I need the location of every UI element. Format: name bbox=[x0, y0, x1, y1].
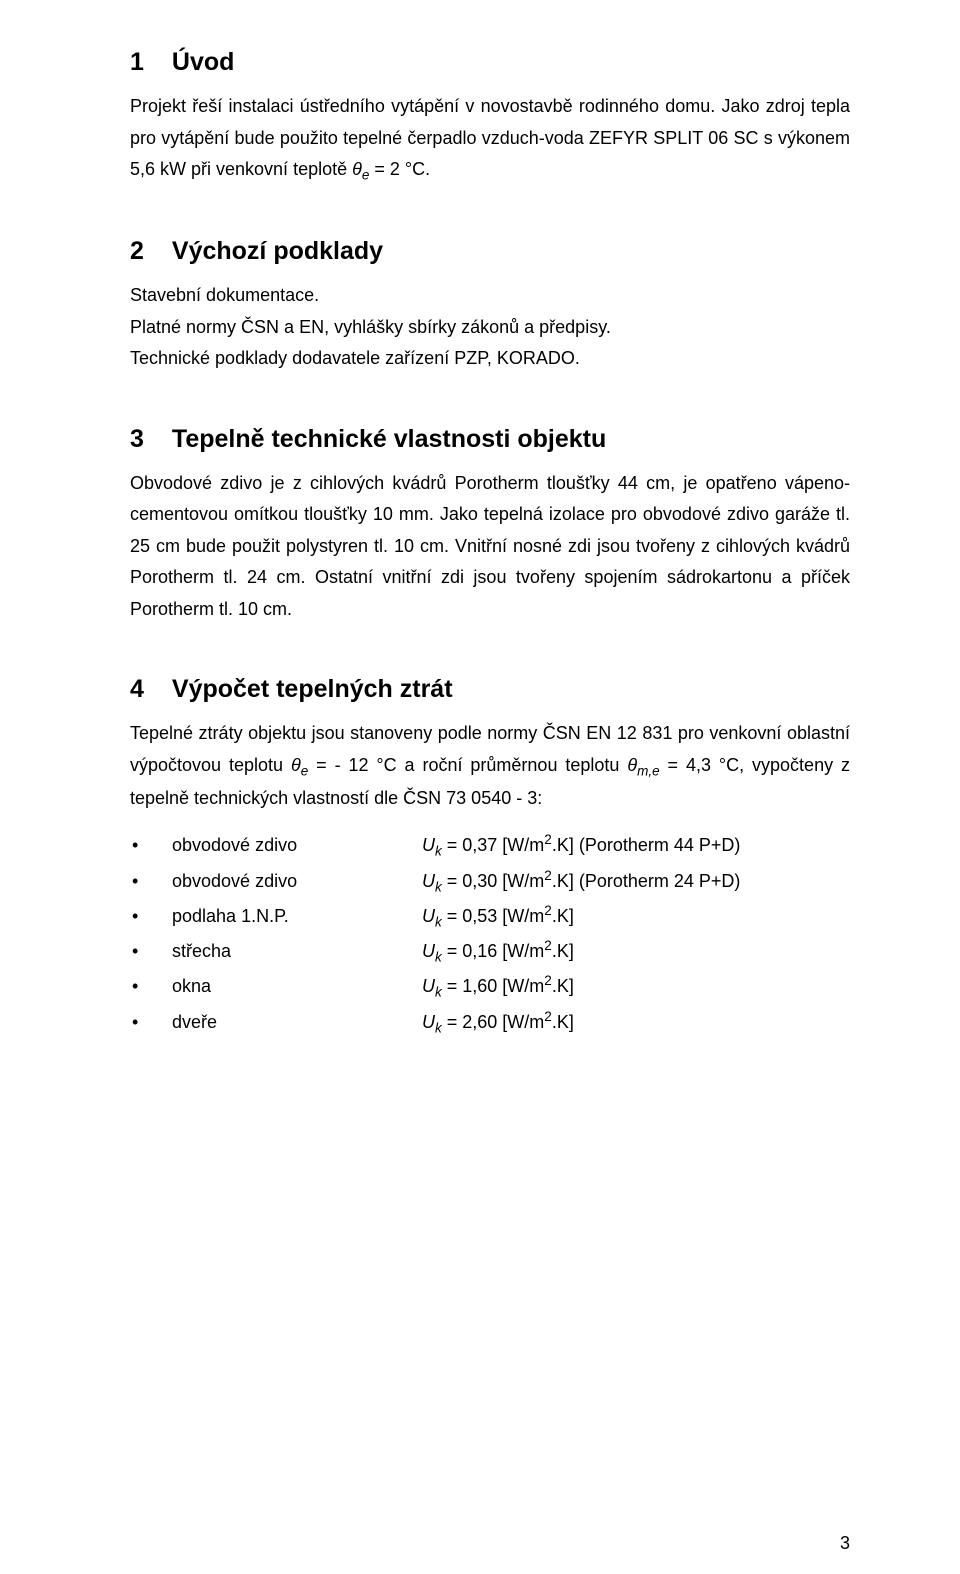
u-value-label: obvodové zdivo bbox=[172, 866, 422, 898]
section-2-title: Výchozí podklady bbox=[172, 237, 383, 265]
section-2-number: 2 bbox=[130, 237, 144, 266]
bullet-icon: • bbox=[130, 971, 172, 1003]
u-value-label: podlaha 1.N.P. bbox=[172, 901, 422, 933]
section-1-paragraph: Projekt řeší instalaci ústředního vytápě… bbox=[130, 91, 850, 187]
u-value-row: •dveřeUk = 2,60 [W/m2.K] bbox=[130, 1005, 850, 1040]
u-value-row: •obvodové zdivoUk = 0,30 [W/m2.K] (Porot… bbox=[130, 864, 850, 899]
u-value-expression: Uk = 1,60 [W/m2.K] bbox=[422, 969, 850, 1004]
section-4-number: 4 bbox=[130, 675, 144, 704]
section-3-heading: 3 Tepelně technické vlastnosti objektu bbox=[130, 425, 850, 454]
section-4-heading: 4 Výpočet tepelných ztrát bbox=[130, 675, 850, 704]
u-value-expression: Uk = 0,16 [W/m2.K] bbox=[422, 934, 850, 969]
section-2-paragraph-2: Platné normy ČSN a EN, vyhlášky sbírky z… bbox=[130, 312, 850, 344]
u-value-row: •podlaha 1.N.P.Uk = 0,53 [W/m2.K] bbox=[130, 899, 850, 934]
section-1-number: 1 bbox=[130, 48, 144, 77]
u-value-row: •obvodové zdivoUk = 0,37 [W/m2.K] (Porot… bbox=[130, 828, 850, 863]
u-value-label: obvodové zdivo bbox=[172, 830, 422, 862]
u-value-expression: Uk = 2,60 [W/m2.K] bbox=[422, 1005, 850, 1040]
bullet-icon: • bbox=[130, 901, 172, 933]
u-value-label: dveře bbox=[172, 1007, 422, 1039]
section-3-paragraph: Obvodové zdivo je z cihlových kvádrů Por… bbox=[130, 468, 850, 626]
section-3-title: Tepelně technické vlastnosti objektu bbox=[172, 425, 606, 453]
u-value-expression: Uk = 0,53 [W/m2.K] bbox=[422, 899, 850, 934]
u-value-row: •střechaUk = 0,16 [W/m2.K] bbox=[130, 934, 850, 969]
section-3-number: 3 bbox=[130, 425, 144, 454]
u-value-expression: Uk = 0,30 [W/m2.K] (Porotherm 24 P+D) bbox=[422, 864, 850, 899]
section-4-paragraph: Tepelné ztráty objektu jsou stanoveny po… bbox=[130, 718, 850, 814]
document-page: 1 Úvod Projekt řeší instalaci ústředního … bbox=[0, 0, 960, 1574]
u-value-row: •oknaUk = 1,60 [W/m2.K] bbox=[130, 969, 850, 1004]
bullet-icon: • bbox=[130, 1007, 172, 1039]
section-1-title: Úvod bbox=[172, 48, 235, 76]
u-value-expression: Uk = 0,37 [W/m2.K] (Porotherm 44 P+D) bbox=[422, 828, 850, 863]
u-value-label: střecha bbox=[172, 936, 422, 968]
bullet-icon: • bbox=[130, 830, 172, 862]
bullet-icon: • bbox=[130, 936, 172, 968]
section-2-paragraph-3: Technické podklady dodavatele zařízení P… bbox=[130, 343, 850, 375]
section-4-title: Výpočet tepelných ztrát bbox=[172, 675, 453, 703]
section-2-paragraph-1: Stavební dokumentace. bbox=[130, 280, 850, 312]
u-values-list: •obvodové zdivoUk = 0,37 [W/m2.K] (Porot… bbox=[130, 828, 850, 1039]
section-2-heading: 2 Výchozí podklady bbox=[130, 237, 850, 266]
page-number: 3 bbox=[840, 1533, 850, 1554]
section-1-heading: 1 Úvod bbox=[130, 48, 850, 77]
u-value-label: okna bbox=[172, 971, 422, 1003]
bullet-icon: • bbox=[130, 866, 172, 898]
